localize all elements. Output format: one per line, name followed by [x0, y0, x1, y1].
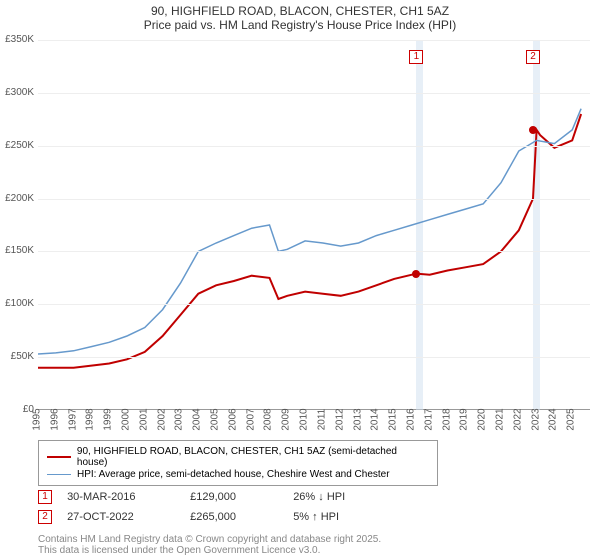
legend-swatch — [47, 474, 71, 476]
legend-swatch — [47, 456, 71, 458]
x-tick-label: 2021 — [495, 408, 506, 430]
x-tick-label: 2022 — [512, 408, 523, 430]
x-tick-label: 2009 — [281, 408, 292, 430]
title-line1: 90, HIGHFIELD ROAD, BLACON, CHESTER, CH1… — [0, 4, 600, 18]
legend-label: HPI: Average price, semi-detached house,… — [77, 469, 390, 480]
x-tick-label: 2003 — [174, 408, 185, 430]
y-gridline — [38, 304, 590, 305]
x-tick-label: 2012 — [334, 408, 345, 430]
marker-badge-2: 2 — [38, 510, 52, 524]
annot-rel-1: 26% ↓ HPI — [293, 491, 345, 503]
x-tick-label: 1999 — [103, 408, 114, 430]
credits-line2: This data is licensed under the Open Gov… — [38, 545, 381, 556]
x-tick-label: 2011 — [316, 409, 327, 431]
chart-area: 1995199619971998199920002001200220032004… — [38, 40, 590, 410]
x-tick-label: 2004 — [192, 408, 203, 430]
x-tick-label: 1996 — [49, 408, 60, 430]
y-gridline — [38, 40, 590, 41]
x-tick-label: 2001 — [138, 408, 149, 430]
y-gridline — [38, 199, 590, 200]
x-tick-label: 2002 — [156, 408, 167, 430]
x-tick-label: 2000 — [121, 408, 132, 430]
x-tick-label: 1997 — [67, 408, 78, 430]
annotation-row-2: 2 27-OCT-2022 £265,000 5% ↑ HPI — [38, 510, 339, 524]
chart-svg — [38, 40, 590, 410]
annot-date-1: 30-MAR-2016 — [67, 491, 187, 503]
legend-label: 90, HIGHFIELD ROAD, BLACON, CHESTER, CH1… — [77, 446, 429, 468]
x-tick-label: 2024 — [548, 408, 559, 430]
x-tick-label: 2015 — [388, 408, 399, 430]
x-tick-label: 2020 — [477, 408, 488, 430]
x-tick-label: 2013 — [352, 408, 363, 430]
chart-container: 90, HIGHFIELD ROAD, BLACON, CHESTER, CH1… — [0, 0, 600, 560]
x-tick-label: 2005 — [210, 408, 221, 430]
title-block: 90, HIGHFIELD ROAD, BLACON, CHESTER, CH1… — [0, 0, 600, 32]
y-gridline — [38, 357, 590, 358]
x-tick-label: 2017 — [423, 408, 434, 430]
y-tick-label: £0 — [0, 404, 34, 415]
data-point-dot — [412, 270, 420, 278]
marker-box-1: 1 — [409, 50, 423, 64]
y-tick-label: £100K — [0, 298, 34, 309]
x-tick-label: 2007 — [245, 408, 256, 430]
x-tick-label: 2006 — [227, 408, 238, 430]
x-tick-label: 2014 — [370, 408, 381, 430]
y-tick-label: £200K — [0, 193, 34, 204]
x-tick-label: 2010 — [299, 408, 310, 430]
y-tick-label: £150K — [0, 245, 34, 256]
legend-row: HPI: Average price, semi-detached house,… — [47, 469, 429, 480]
annotation-row-1: 1 30-MAR-2016 £129,000 26% ↓ HPI — [38, 490, 345, 504]
x-tick-label: 2023 — [530, 408, 541, 430]
x-tick-label: 1998 — [85, 408, 96, 430]
y-tick-label: £350K — [0, 34, 34, 45]
credits-line1: Contains HM Land Registry data © Crown c… — [38, 534, 381, 545]
marker-box-2: 2 — [526, 50, 540, 64]
marker-badge-1: 1 — [38, 490, 52, 504]
x-tick-label: 2018 — [441, 408, 452, 430]
credits: Contains HM Land Registry data © Crown c… — [38, 534, 381, 556]
x-tick-label: 2008 — [263, 408, 274, 430]
title-line2: Price paid vs. HM Land Registry's House … — [0, 18, 600, 32]
annot-price-2: £265,000 — [190, 511, 290, 523]
y-tick-label: £50K — [0, 351, 34, 362]
y-gridline — [38, 251, 590, 252]
y-tick-label: £300K — [0, 87, 34, 98]
x-tick-label: 2019 — [459, 408, 470, 430]
y-tick-label: £250K — [0, 140, 34, 151]
x-tick-label: 2025 — [566, 408, 577, 430]
y-gridline — [38, 146, 590, 147]
x-tick-label: 2016 — [406, 408, 417, 430]
y-gridline — [38, 93, 590, 94]
legend-row: 90, HIGHFIELD ROAD, BLACON, CHESTER, CH1… — [47, 446, 429, 468]
annot-price-1: £129,000 — [190, 491, 290, 503]
legend: 90, HIGHFIELD ROAD, BLACON, CHESTER, CH1… — [38, 440, 438, 486]
annot-date-2: 27-OCT-2022 — [67, 511, 187, 523]
data-point-dot — [529, 126, 537, 134]
annot-rel-2: 5% ↑ HPI — [293, 511, 339, 523]
